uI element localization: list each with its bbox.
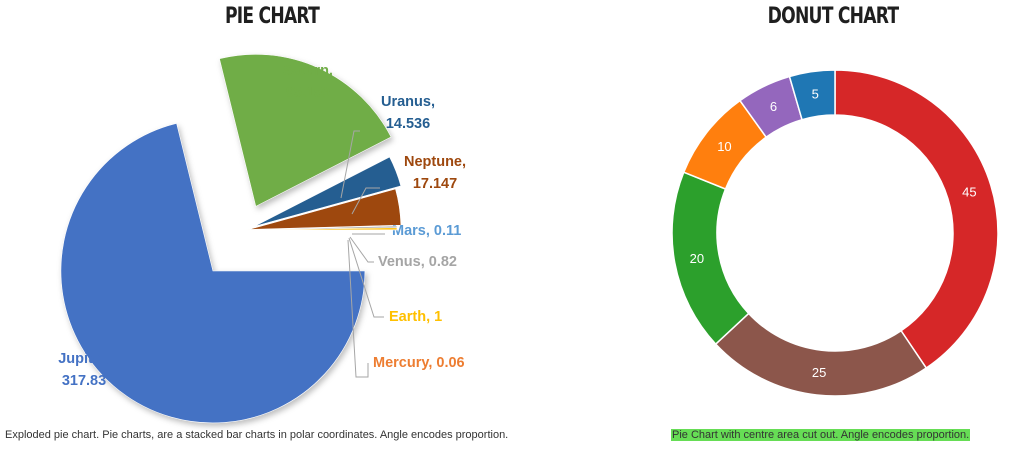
donut-label-5: 6 xyxy=(770,99,777,114)
pie-leader-line-neptune xyxy=(351,187,380,215)
donut-label-6: 5 xyxy=(812,86,819,101)
pie-label-name-uranus: Uranus, xyxy=(381,94,435,110)
pie-label-value-uranus: 14.536 xyxy=(386,116,430,132)
pie-label-saturn: Saturn, 95.159 xyxy=(283,63,333,101)
pie-chart: Jupiter, 317.83 Saturn, 95.159 Uranus, 14.536… xyxy=(58,54,466,424)
donut-label-4: 10 xyxy=(717,139,731,154)
pie-leader-line-venus xyxy=(349,236,374,263)
pie-slice-saturn xyxy=(219,54,392,207)
donut-chart-caption: Pie Chart with centre area cut out. Angl… xyxy=(671,429,971,441)
donut-slice-1 xyxy=(834,69,999,370)
pie-label-neptune: Neptune, 17.147 xyxy=(404,154,466,192)
pie-leader-line-mercury xyxy=(347,239,369,378)
pie-label-mercury: Mercury, 0.06 xyxy=(373,355,465,371)
pie-slice-jupiter xyxy=(60,122,366,424)
pie-label-name-jupiter: Jupiter, xyxy=(58,351,110,367)
donut-chart-panel: DONUT CHART 45 25 20 10 6 5 Pie Chart with ce… xyxy=(640,0,1011,453)
donut-chart-title: DONUT CHART xyxy=(767,4,899,29)
donut-chart: 45 25 20 10 6 5 xyxy=(671,69,999,397)
donut-slice-3 xyxy=(671,171,750,346)
pie-label-name-saturn: Saturn, xyxy=(283,63,333,79)
pie-label-value-jupiter: 317.83 xyxy=(62,373,106,389)
pie-label-uranus: Uranus, 14.536 xyxy=(381,94,435,132)
pie-slice-uranus xyxy=(254,156,402,227)
pie-label-venus: Venus, 0.82 xyxy=(378,254,457,270)
pie-label-jupiter: Jupiter, 317.83 xyxy=(58,351,110,389)
pie-chart-panel: PIE CHART Jupiter, 317.83 Saturn, 95.159 Ura… xyxy=(5,4,509,441)
donut-label-2: 25 xyxy=(812,365,826,380)
pie-chart-caption: Exploded pie chart. Pie charts, are a st… xyxy=(5,429,509,441)
pie-label-mars: Mars, 0.11 xyxy=(392,223,461,239)
donut-label-3: 20 xyxy=(690,251,704,266)
pie-slice-neptune xyxy=(248,188,402,230)
pie-leader-line-uranus xyxy=(340,130,360,199)
donut-slice-6 xyxy=(788,69,836,121)
pie-leader-line-earth xyxy=(348,237,384,318)
pie-label-value-saturn: 95.159 xyxy=(286,85,330,101)
pie-chart-title: PIE CHART xyxy=(224,4,320,29)
donut-slice-2 xyxy=(714,312,928,397)
pie-label-value-neptune: 17.147 xyxy=(413,176,457,192)
pie-label-name-neptune: Neptune, xyxy=(404,154,466,170)
pie-label-earth: Earth, 1 xyxy=(389,309,442,325)
donut-label-1: 45 xyxy=(962,184,976,199)
